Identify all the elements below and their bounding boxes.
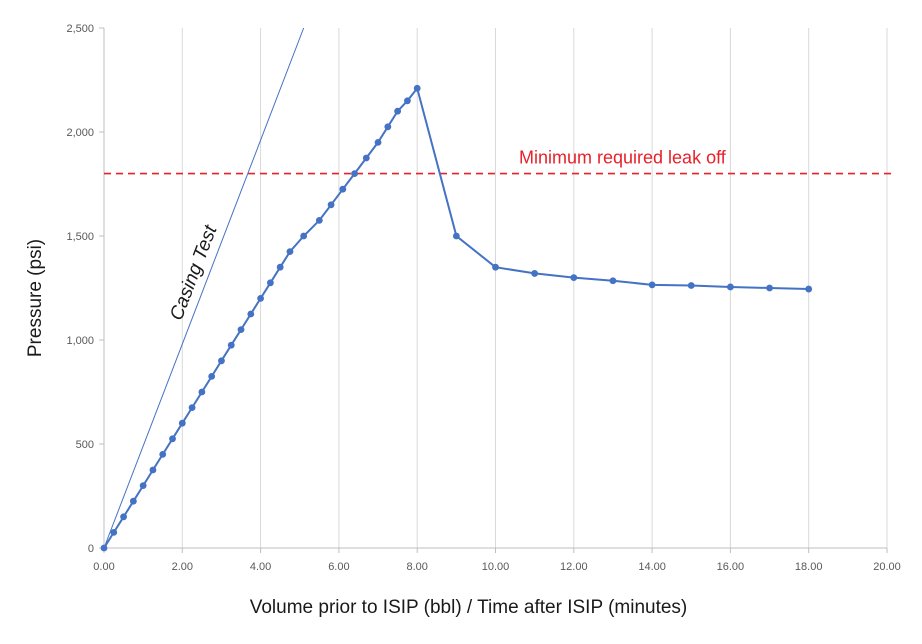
data-point-0-21: [315, 217, 323, 224]
y-tick-label-3: 1,500: [66, 231, 94, 243]
y-tick-label-0: 0: [88, 543, 94, 555]
data-point-0-3: [129, 497, 137, 505]
data-point-0-23: [339, 185, 347, 193]
y-tick-label-4: 2,000: [66, 127, 94, 139]
series-layer: [100, 84, 813, 552]
x-tick-label-5: 10.00: [482, 561, 510, 573]
x-axis-title: Volume prior to ISIP (bbl) / Time after …: [250, 597, 688, 618]
data-point-0-17: [266, 279, 274, 287]
data-point-0-25: [362, 154, 370, 162]
labels-layer: Volume prior to ISIP (bbl) / Time after …: [25, 148, 727, 618]
data-point-0-30: [413, 84, 421, 92]
x-tick-label-3: 6.00: [328, 561, 349, 573]
reference-lines-layer: [103, 27, 893, 549]
data-point-0-13: [227, 341, 235, 349]
data-point-0-26: [374, 139, 382, 146]
data-point-0-14: [237, 326, 245, 333]
data-point-0-10: [198, 388, 206, 396]
casing-test-line: [103, 27, 305, 549]
x-tick-label-4: 8.00: [406, 561, 427, 573]
data-point-0-36: [648, 281, 656, 289]
data-point-0-12: [218, 357, 225, 365]
data-point-0-1: [110, 529, 118, 536]
data-point-0-27: [384, 123, 392, 131]
data-point-0-11: [208, 373, 216, 380]
data-point-0-7: [169, 435, 176, 443]
data-point-0-34: [570, 274, 578, 281]
x-tick-label-1: 2.00: [172, 561, 193, 573]
data-point-0-32: [492, 263, 499, 271]
data-point-0-18: [276, 263, 284, 271]
x-tick-label-7: 14.00: [638, 561, 666, 573]
data-point-0-5: [149, 466, 157, 474]
x-tick-label-9: 18.00: [795, 561, 823, 573]
axis-layer: 0.00 2.00 4.00 6.00 8.00 10.00 12.00 14.00 16.00…: [66, 23, 900, 573]
data-point-0-22: [327, 201, 335, 209]
data-point-0-31: [452, 232, 460, 240]
min-leak-off-label: Minimum required leak off: [519, 148, 727, 168]
data-point-0-19: [286, 248, 294, 256]
x-tick-label-10: 20.00: [873, 561, 901, 573]
data-point-0-39: [766, 284, 773, 292]
data-point-0-6: [159, 451, 167, 458]
data-point-0-0: [100, 544, 108, 552]
y-tick-label-1: 500: [76, 439, 94, 451]
x-tick-label-6: 12.00: [560, 561, 588, 573]
data-point-0-35: [609, 277, 617, 285]
data-point-0-29: [404, 97, 411, 105]
data-point-0-20: [300, 232, 308, 240]
y-axis-title: Pressure (psi): [25, 239, 46, 357]
data-point-0-28: [394, 107, 402, 115]
casing-test-label: Casing Test: [166, 222, 222, 323]
y-tick-label-5: 2,500: [66, 23, 94, 35]
data-point-0-40: [805, 285, 813, 293]
y-tick-label-2: 1,000: [66, 335, 94, 347]
x-tick-label-0: 0.00: [93, 561, 114, 573]
data-point-0-2: [120, 513, 127, 521]
data-point-0-24: [351, 170, 358, 178]
data-point-0-38: [727, 283, 734, 291]
x-tick-label-8: 16.00: [717, 561, 745, 573]
data-point-0-15: [247, 310, 255, 318]
x-tick-label-2: 4.00: [250, 561, 271, 573]
data-point-0-4: [139, 482, 147, 489]
data-point-0-33: [531, 270, 539, 277]
data-point-0-37: [687, 282, 695, 289]
data-point-0-8: [178, 419, 186, 427]
data-point-0-16: [257, 295, 264, 302]
data-point-0-9: [188, 404, 196, 411]
